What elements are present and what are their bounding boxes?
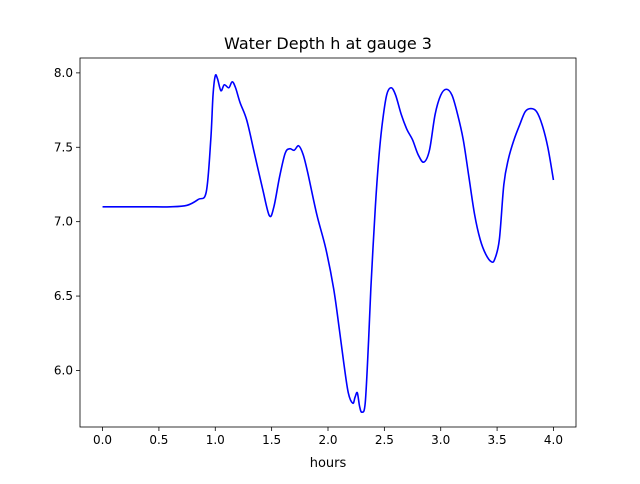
plot-area: 0.0 0.5 1.0 1.5 2.0 2.5 3.0 3.5 4.0 6.0 6.5 7.0 7.5 8… xyxy=(54,57,577,447)
x-tick-label: 0.0 xyxy=(93,433,112,447)
x-tick-label: 2.0 xyxy=(318,433,337,447)
x-tick-label: 3.0 xyxy=(431,433,450,447)
x-tick-label: 1.0 xyxy=(206,433,225,447)
x-tick-label: 3.5 xyxy=(488,433,507,447)
x-tick-label: 4.0 xyxy=(544,433,563,447)
x-tick-label: 0.5 xyxy=(149,433,168,447)
x-axis-label: hours xyxy=(310,456,347,471)
y-tick-label: 7.0 xyxy=(54,215,73,229)
y-tick-label: 6.0 xyxy=(54,363,73,377)
y-tick-label: 6.5 xyxy=(54,289,73,303)
chart-title: Water Depth h at gauge 3 xyxy=(224,34,432,53)
x-tick-label: 2.5 xyxy=(375,433,394,447)
x-tick-label: 1.5 xyxy=(262,433,281,447)
y-tick-label: 8.0 xyxy=(54,66,73,80)
y-tick-label: 7.5 xyxy=(54,140,73,154)
series-line-0 xyxy=(102,74,555,414)
